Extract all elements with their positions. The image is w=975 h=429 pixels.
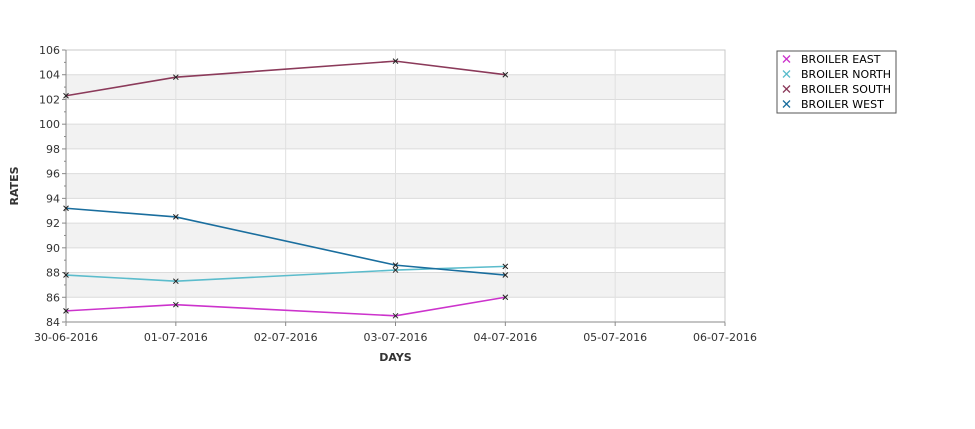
legend-label: BROILER EAST <box>801 53 881 66</box>
y-tick-label: 88 <box>46 267 60 280</box>
data-point-broiler-north <box>392 267 399 273</box>
legend-marker <box>782 70 791 78</box>
x-axis-title: DAYS <box>379 351 412 364</box>
axes: 84 86 88 90 92 94 96 98 100 102 104 106 30-06-2016 01… <box>34 44 757 344</box>
data-point-broiler-west <box>172 214 179 220</box>
legend-item: BROILER WEST <box>782 98 884 111</box>
legend-marker <box>782 55 791 63</box>
data-point-broiler-north <box>172 278 179 285</box>
series-line-broiler-north <box>65 265 506 283</box>
legend-label: BROILER WEST <box>801 98 884 111</box>
legend-label: BROILER SOUTH <box>801 83 891 96</box>
y-tick-label: 96 <box>46 168 60 181</box>
series-line-broiler-west <box>65 207 506 276</box>
x-tick-label: 04-07-2016 <box>473 331 537 344</box>
data-point-broiler-east <box>502 294 509 301</box>
y-tick-label: 86 <box>46 291 60 304</box>
data-point-broiler-east <box>63 308 69 314</box>
y-tick-label: 98 <box>46 143 60 156</box>
series-layer <box>63 58 509 319</box>
data-point-broiler-north <box>63 272 69 278</box>
x-tick-label: 05-07-2016 <box>583 331 647 344</box>
x-tick-label: 30-06-2016 <box>34 331 98 344</box>
y-tick-label: 92 <box>46 217 60 230</box>
series-line-broiler-east <box>65 296 506 317</box>
x-tick-label: 03-07-2016 <box>364 331 428 344</box>
data-point-broiler-east <box>172 301 179 308</box>
legend-item: BROILER SOUTH <box>782 83 891 96</box>
data-point-broiler-south <box>392 58 399 64</box>
data-point-broiler-south <box>63 92 69 99</box>
y-tick-label: 100 <box>39 118 60 131</box>
legend-box <box>776 50 897 114</box>
data-point-broiler-south <box>502 71 509 78</box>
legend-label: BROILER NORTH <box>801 68 891 81</box>
legend-marker <box>782 100 791 108</box>
legend: BROILER EAST BROILER NORTH BROILER SOUTH BR… <box>776 50 897 114</box>
data-point-broiler-west <box>502 272 509 278</box>
y-tick-label: 106 <box>39 44 60 57</box>
data-point-broiler-west <box>63 205 69 212</box>
legend-item: BROILER NORTH <box>782 68 891 81</box>
x-tick-label: 01-07-2016 <box>144 331 208 344</box>
legend-marker <box>782 85 791 93</box>
y-tick-label: 102 <box>39 93 60 106</box>
x-tick-label: 02-07-2016 <box>254 331 318 344</box>
y-tick-label: 104 <box>39 69 60 82</box>
data-point-broiler-west <box>392 262 399 268</box>
series-line-broiler-south <box>65 60 506 97</box>
legend-item: BROILER EAST <box>782 53 881 66</box>
data-point-broiler-north <box>502 263 509 270</box>
y-axis-title: RATES <box>8 166 21 205</box>
data-point-broiler-east <box>392 312 399 319</box>
y-tick-label: 94 <box>46 192 60 205</box>
y-tick-label: 90 <box>46 242 60 255</box>
y-tick-label: 84 <box>46 316 60 329</box>
data-point-broiler-south <box>172 74 179 81</box>
x-tick-label: 06-07-2016 <box>693 331 757 344</box>
